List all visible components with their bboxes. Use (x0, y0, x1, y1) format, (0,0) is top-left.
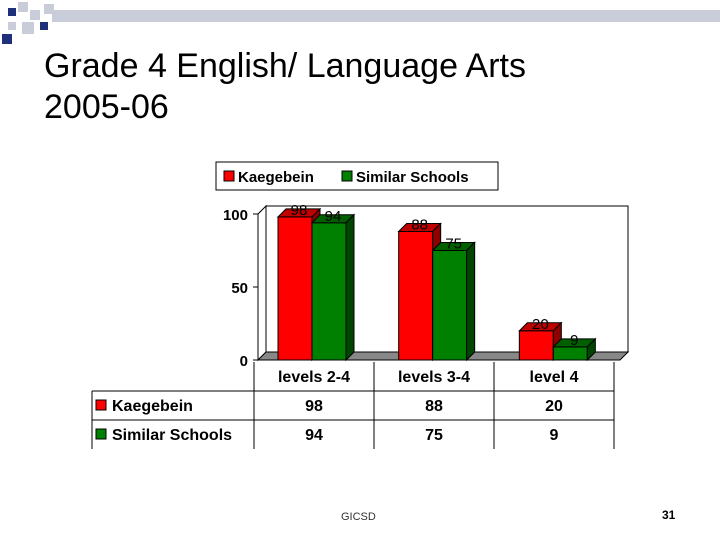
decorative-square-0 (8, 8, 16, 16)
decorative-square-3 (44, 4, 54, 14)
table-category-label: levels 3-4 (398, 369, 470, 386)
slide-title: Grade 4 English/ Language Arts 2005-06 (44, 46, 664, 128)
table-series-label: Similar Schools (112, 427, 232, 444)
legend-swatch (223, 170, 235, 182)
bar-kaegebein (277, 216, 313, 361)
legend-label: Kaegebein (238, 169, 314, 186)
slide-title-line2: 2005-06 (44, 88, 169, 126)
decorative-square-2 (30, 10, 40, 20)
data-table: levels 2-4 levels 3-4 level 4 Kaegebein 98 88… (91, 362, 615, 449)
legend-swatch (341, 170, 353, 182)
slide-title-line1: Grade 4 English/ Language Arts (44, 47, 526, 85)
decorative-top-band (52, 10, 720, 22)
data-label: 75 (445, 236, 462, 253)
data-label: 20 (532, 316, 549, 333)
decorative-square-4 (22, 22, 34, 34)
table-value: 9 (550, 427, 559, 444)
decorative-square-7 (40, 22, 48, 30)
y-tick-label: 50 (231, 280, 248, 297)
bar-side (345, 213, 355, 362)
y-tick-label: 0 (240, 353, 248, 370)
data-label: 94 (325, 208, 342, 225)
chart-legend: Kaegebein Similar Schools (215, 161, 499, 191)
y-tick-label: 100 (223, 207, 248, 224)
table-value: 94 (305, 427, 323, 444)
table-swatch (95, 399, 107, 411)
table-series-label: Kaegebein (112, 398, 193, 415)
decorative-squares (2, 2, 54, 44)
decorative-square-6 (2, 34, 12, 44)
bar-side (466, 241, 476, 362)
table-swatch (95, 428, 107, 440)
table-value: 75 (425, 427, 443, 444)
table-value: 98 (305, 398, 323, 415)
data-label: 9 (570, 332, 578, 349)
bar-similar-schools (432, 250, 468, 361)
legend-label: Similar Schools (356, 169, 469, 186)
table-value: 88 (425, 398, 443, 415)
table-category-label: level 4 (530, 369, 579, 386)
decorative-square-5 (8, 22, 16, 30)
footer-text: GICSD (341, 511, 376, 523)
table-value: 20 (545, 398, 563, 415)
page-number: 31 (662, 508, 676, 522)
table-category-label: levels 2-4 (278, 369, 350, 386)
legend-box (215, 161, 499, 191)
bar-kaegebein (518, 330, 554, 361)
bar-kaegebein (398, 231, 434, 361)
plot-side-wall (257, 204, 267, 362)
bar-side (586, 337, 596, 362)
bar-similar-schools (311, 222, 347, 361)
data-label: 98 (291, 202, 308, 219)
data-label: 88 (411, 217, 428, 234)
decorative-square-1 (18, 2, 28, 12)
